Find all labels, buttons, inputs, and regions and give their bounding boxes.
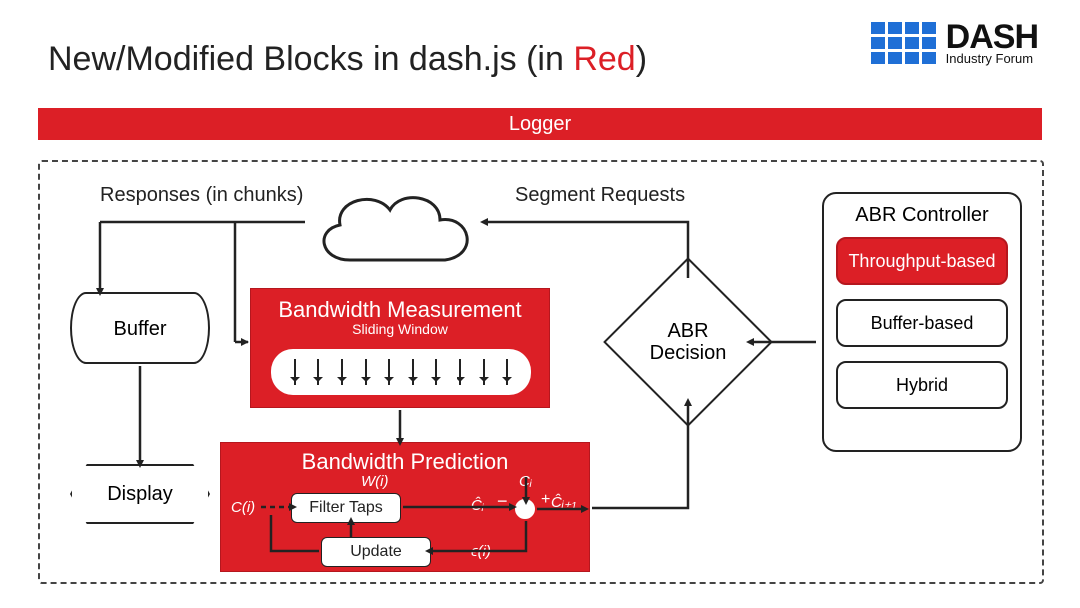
- diagram-panel: Responses (in chunks) Segment Requests B…: [38, 160, 1044, 584]
- bandwidth-measurement-node: Bandwidth Measurement Sliding Window: [250, 288, 550, 408]
- measurement-subtitle: Sliding Window: [251, 321, 549, 337]
- display-node: Display: [70, 464, 210, 524]
- sliding-window-icon: [271, 349, 531, 395]
- title-prefix: New/Modified Blocks in dash.js (in: [48, 40, 573, 78]
- title-suffix: ): [636, 40, 647, 78]
- buffer-node: Buffer: [70, 292, 210, 364]
- responses-label: Responses (in chunks): [100, 184, 303, 207]
- cloud-icon: [305, 180, 485, 280]
- abr-decision-label: ABRDecision: [628, 320, 748, 364]
- abr-option-buffer: Buffer-based: [836, 299, 1008, 347]
- dash-logo-text: DASH Industry Forum: [946, 20, 1038, 65]
- logger-block: Logger: [38, 108, 1042, 140]
- dash-logo: DASH Industry Forum: [871, 20, 1038, 65]
- abr-decision-node: ABRDecision: [603, 257, 773, 427]
- abr-option-hybrid: Hybrid: [836, 361, 1008, 409]
- title-red-word: Red: [573, 40, 635, 78]
- abr-controller-heading: ABR Controller: [836, 204, 1008, 227]
- abr-controller-node: ABR Controller Throughput-based Buffer-b…: [822, 192, 1022, 452]
- page-title: New/Modified Blocks in dash.js (in Red): [48, 40, 647, 79]
- dash-logo-grid-icon: [871, 22, 936, 64]
- measurement-title: Bandwidth Measurement: [251, 289, 549, 323]
- segment-requests-label: Segment Requests: [515, 184, 685, 207]
- dash-logo-line1: DASH: [946, 20, 1038, 54]
- bandwidth-prediction-node: Bandwidth Prediction W(i) C(i) Filter Ta…: [220, 442, 590, 572]
- abr-option-throughput: Throughput-based: [836, 237, 1008, 285]
- sliding-window-frame: [455, 353, 525, 391]
- prediction-internal-arrows: [221, 443, 591, 573]
- dash-logo-line2: Industry Forum: [946, 52, 1038, 65]
